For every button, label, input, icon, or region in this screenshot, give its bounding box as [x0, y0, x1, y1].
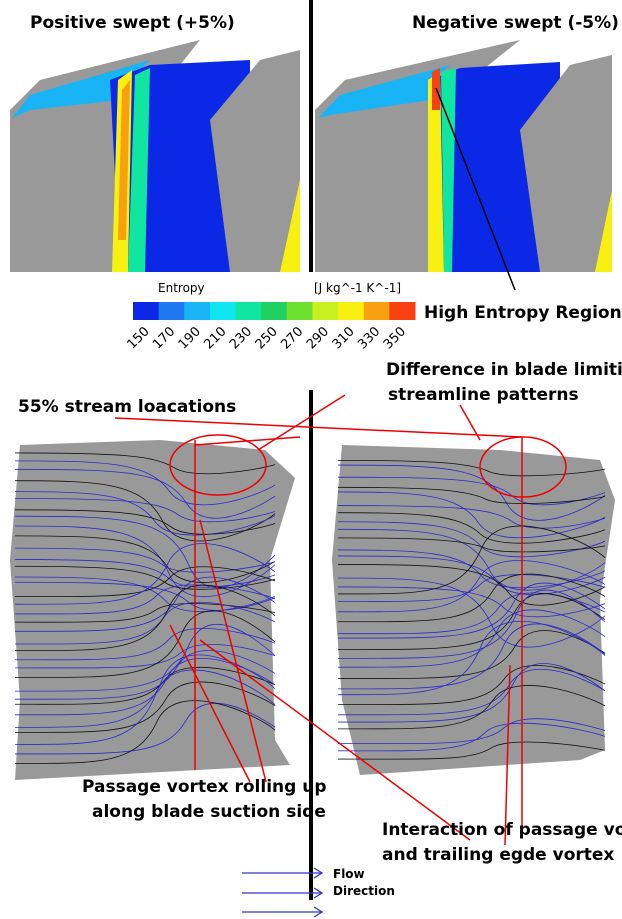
colorbar-tick-label: 250	[253, 324, 281, 352]
flow-label: Flow	[333, 867, 365, 881]
annotation: and trailing egde vortex	[382, 845, 614, 865]
annotation: 55% stream loacations	[18, 397, 236, 417]
panel-title: Negative swept (-5%)	[412, 13, 619, 33]
colorbar-tick-label: 190	[176, 324, 204, 352]
figure: Positive swept (+5%) Negative swept (-5%…	[0, 0, 622, 919]
annotation: High Entropy Region	[424, 303, 622, 323]
annotation: Interaction of passage vortex	[382, 820, 622, 840]
colorbar-tick-label: 290	[304, 324, 332, 352]
color-cell	[184, 302, 210, 320]
flow-label: Direction	[333, 884, 395, 898]
colorbar-tick-label: 270	[278, 324, 306, 352]
annotation: Passage vortex rolling up	[82, 777, 327, 797]
colorbar-tick-label: 350	[381, 324, 409, 352]
colorbar-tick-label: 310	[330, 324, 358, 352]
colorbar-tick-label: 330	[355, 324, 383, 352]
color-cell	[287, 302, 313, 320]
panel-title: Positive swept (+5%)	[30, 13, 235, 33]
color-cell	[261, 302, 287, 320]
colorbar-tick-label: 230	[227, 324, 255, 352]
color-cell	[133, 302, 159, 320]
color-cell	[389, 302, 415, 320]
right-contour	[315, 40, 612, 272]
colorbar-tick-label: 150	[124, 324, 152, 352]
colorbar-label: Entropy	[158, 281, 205, 295]
colorbar-tick-label: 170	[150, 324, 178, 352]
annotation: along blade suction side	[92, 802, 326, 822]
left-contour	[10, 40, 300, 272]
color-cell	[364, 302, 390, 320]
color-cell	[210, 302, 236, 320]
annotation: streamline patterns	[388, 385, 579, 405]
colorbar-unit: [J kg^-1 K^-1]	[314, 281, 401, 295]
color-cell	[338, 302, 364, 320]
color-cell	[159, 302, 185, 320]
color-cell	[236, 302, 262, 320]
annotation: Difference in blade limiting	[386, 360, 622, 380]
colorbar-tick-label: 210	[201, 324, 229, 352]
color-cell	[312, 302, 338, 320]
